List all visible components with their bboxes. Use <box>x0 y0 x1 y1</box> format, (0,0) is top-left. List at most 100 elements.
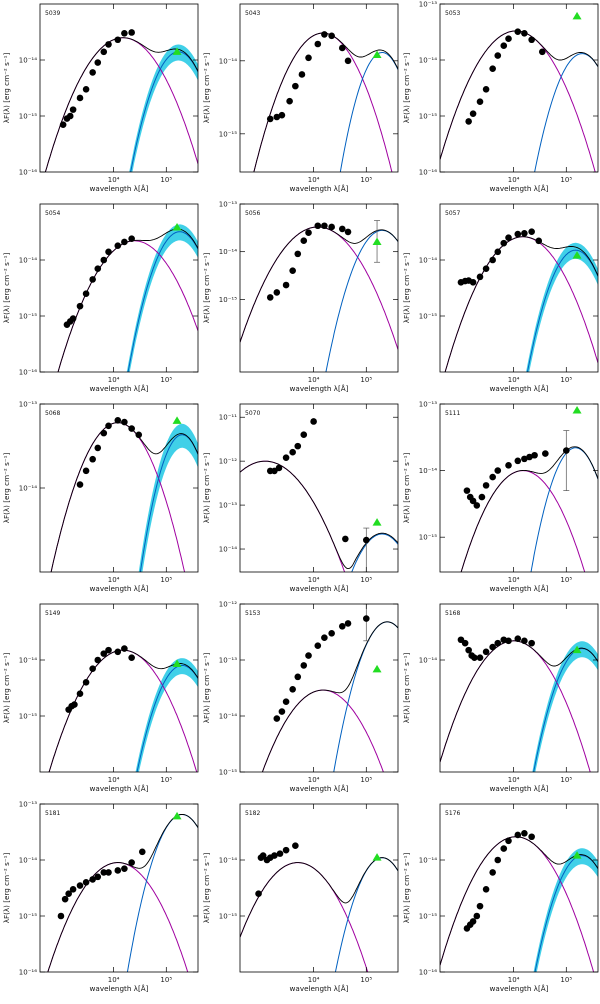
y-tick-label: 10⁻¹⁵ <box>419 113 437 121</box>
photometry-point <box>469 110 477 117</box>
plot-area <box>44 29 198 172</box>
dust-component-line <box>136 664 198 772</box>
photometry-point <box>469 278 477 286</box>
x-axis-title: wavelength λ[Å] <box>290 184 349 193</box>
plot-area <box>47 811 198 972</box>
photometry-point <box>494 467 502 474</box>
photometry-point <box>471 654 478 661</box>
panel-id-label: 5056 <box>245 210 260 217</box>
panel-id-label: 5111 <box>445 410 460 417</box>
panel-id-label: 5039 <box>45 10 60 17</box>
x-axis-title: wavelength λ[Å] <box>90 984 149 993</box>
panel-id-label: 5181 <box>45 810 60 817</box>
photometry-point <box>362 615 370 622</box>
far-ir-point <box>572 405 582 414</box>
plot-frame <box>239 403 399 573</box>
photometry-point <box>100 650 108 657</box>
photometry-point <box>528 833 535 841</box>
plot-area <box>240 842 398 972</box>
x-tick-label: 10⁴ <box>308 376 320 384</box>
panel-id-label: 5043 <box>245 10 260 17</box>
photometry-point <box>321 634 328 642</box>
photometry-point <box>275 464 283 472</box>
y-tick-label: 10⁻¹⁴ <box>19 257 37 265</box>
y-axis-title: λF(λ) [erg cm⁻² s⁻¹] <box>202 253 211 324</box>
photometry-point <box>505 234 512 242</box>
photometry-point <box>69 885 77 893</box>
panel-id-label: 5057 <box>445 210 460 217</box>
x-tick-label: 10⁴ <box>508 976 520 984</box>
plot-frame <box>439 803 599 973</box>
photometry-point <box>94 444 102 452</box>
dust-component-line <box>334 857 398 972</box>
photometry-point <box>521 829 528 837</box>
photometry-point <box>494 52 502 59</box>
photometry-point <box>344 620 352 627</box>
photometry-point <box>338 622 346 630</box>
y-tick-label: 10⁻¹³ <box>219 201 237 209</box>
total-model-line <box>460 446 598 572</box>
far-ir-point <box>572 645 582 654</box>
sed-plot-5153: 100010⁴10⁵10⁻¹²10⁻¹³10⁻¹⁴10⁻¹⁵wavelength… <box>94 601 399 793</box>
y-axis-title: λF(λ) [erg cm⁻² s⁻¹] <box>402 53 411 124</box>
plot-frame <box>439 203 599 373</box>
photometry-point <box>282 454 290 461</box>
sed-panel-5153: 100010⁴10⁵10⁻¹²10⁻¹³10⁻¹⁴10⁻¹⁵wavelength… <box>94 600 400 800</box>
photometry-point <box>94 59 102 66</box>
photometry-point <box>100 869 108 876</box>
total-model-line <box>57 228 198 372</box>
photometry-point <box>521 229 528 237</box>
sed-plot-5070: 100010⁴10⁵10⁻¹¹10⁻¹²10⁻¹³10⁻¹⁴wavelength… <box>94 403 399 593</box>
stellar-component-line <box>253 32 393 172</box>
y-tick-label: 10⁻¹⁵ <box>419 313 437 321</box>
photometry-point <box>278 708 286 715</box>
photometry-point <box>482 648 490 656</box>
dust-uncertainty-band <box>533 848 598 972</box>
panel-id-label: 5182 <box>245 810 260 817</box>
panel-id-label: 5054 <box>45 210 60 217</box>
photometry-point <box>94 656 102 664</box>
photometry-point <box>259 852 267 859</box>
plot-area <box>240 418 398 572</box>
y-axis-title: λF(λ) [erg cm⁻² s⁻¹] <box>402 253 411 324</box>
photometry-point <box>310 418 317 425</box>
photometry-point <box>463 487 471 494</box>
photometry-point <box>82 467 90 475</box>
photometry-point <box>66 112 74 120</box>
photometry-point <box>135 431 143 439</box>
photometry-point <box>482 885 490 893</box>
far-ir-point <box>572 251 582 259</box>
panel-id-label: 5168 <box>445 610 460 617</box>
plot-area <box>460 405 598 572</box>
photometry-point <box>289 448 296 456</box>
far-ir-point <box>172 223 182 231</box>
dust-uncertainty-band <box>532 641 598 772</box>
photometry-point <box>473 502 481 509</box>
sed-plot-5053: 100010⁴10⁵10⁻¹³10⁻¹⁴10⁻¹⁵10⁻¹⁶wavelength… <box>294 1 599 193</box>
photometry-point <box>100 429 108 437</box>
plot-frame <box>439 403 599 573</box>
y-tick-label: 10⁻¹⁴ <box>419 857 437 865</box>
photometry-point <box>500 845 508 852</box>
x-tick-label: 10⁴ <box>108 176 120 184</box>
photometry-point <box>289 685 296 693</box>
photometry-point <box>94 873 102 881</box>
y-tick-label: 10⁻¹⁴ <box>419 467 437 475</box>
photometry-point <box>59 121 67 128</box>
x-tick-label: 10⁴ <box>308 776 320 784</box>
y-tick-label: 10⁻¹⁴ <box>219 857 237 865</box>
x-axis-title: wavelength λ[Å] <box>290 384 349 393</box>
y-axis-title: λF(λ) [erg cm⁻² s⁻¹] <box>202 653 211 724</box>
photometry-point <box>94 265 102 272</box>
photometry-point <box>105 869 112 876</box>
y-tick-label: 10⁻¹⁵ <box>219 296 237 304</box>
photometry-point <box>105 422 112 430</box>
total-model-line <box>261 621 398 772</box>
photometry-point <box>76 690 84 698</box>
y-tick-label: 10⁻¹⁵ <box>219 913 237 921</box>
photometry-point <box>114 242 122 250</box>
